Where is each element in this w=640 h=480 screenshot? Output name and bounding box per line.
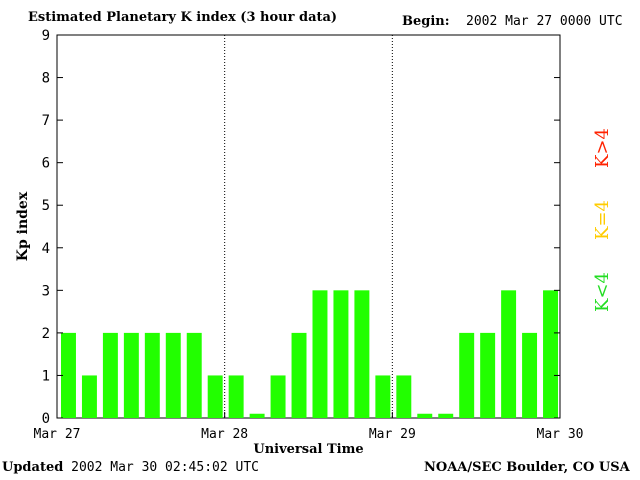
y-tick-label: 2 xyxy=(42,326,50,342)
y-tick-label: 3 xyxy=(42,283,50,299)
kp-bar xyxy=(186,332,202,418)
kp-bar xyxy=(417,413,433,418)
kp-bar xyxy=(123,332,139,418)
updated-label: Updated xyxy=(2,460,64,475)
y-tick-label: 8 xyxy=(42,71,50,87)
legend-low-label: K<4 xyxy=(592,272,613,312)
legend-high-label: K>4 xyxy=(592,128,613,168)
begin-label: Begin: xyxy=(402,14,450,29)
x-tick-label: Mar 28 xyxy=(201,427,248,442)
x-tick-label: Mar 30 xyxy=(537,427,584,442)
kp-bar xyxy=(165,332,181,418)
x-axis-label: Universal Time xyxy=(253,442,363,457)
kp-bar xyxy=(270,375,286,418)
kp-bar xyxy=(61,332,76,418)
kp-bar xyxy=(396,375,412,418)
kp-bar xyxy=(459,332,475,418)
y-tick-label: 1 xyxy=(42,368,50,384)
kp-bar xyxy=(480,332,496,418)
y-tick-label: 7 xyxy=(42,113,50,129)
y-axis-label: Kp index xyxy=(15,191,31,261)
begin-value: 2002 Mar 27 0000 UTC xyxy=(466,14,623,29)
kp-bar xyxy=(543,290,558,418)
x-tick-label: Mar 29 xyxy=(369,427,416,442)
kp-bar xyxy=(81,375,97,418)
kp-bar xyxy=(102,332,118,418)
y-tick-label: 4 xyxy=(42,241,50,257)
kp-bar xyxy=(438,413,454,418)
kp-bar xyxy=(144,332,160,418)
kp-bar xyxy=(207,375,223,418)
y-tick-label: 0 xyxy=(42,411,50,427)
x-tick-label: Mar 27 xyxy=(34,427,81,442)
legend-high: K>4 xyxy=(592,128,613,168)
kp-bar xyxy=(291,332,307,418)
kp-bar xyxy=(501,290,517,418)
updated-footer: Updated 2002 Mar 30 02:45:02 UTC xyxy=(2,460,259,475)
updated-value: 2002 Mar 30 02:45:02 UTC xyxy=(71,460,259,475)
kp-bar xyxy=(522,332,538,418)
kp-bar xyxy=(249,413,265,418)
source-footer: NOAA/SEC Boulder, CO USA xyxy=(424,460,630,475)
legend-mid: K=4 xyxy=(592,200,613,240)
y-tick-label: 6 xyxy=(42,156,50,172)
y-tick-label: 9 xyxy=(42,28,50,44)
kp-bar xyxy=(354,290,370,418)
chart-title: Estimated Planetary K index (3 hour data… xyxy=(28,10,338,25)
legend-mid-label: K=4 xyxy=(592,200,613,240)
y-tick-label: 5 xyxy=(42,198,50,214)
plot-frame xyxy=(56,34,561,419)
legend-low: K<4 xyxy=(592,272,613,312)
kp-bar xyxy=(375,375,391,418)
kp-bar xyxy=(228,375,244,418)
kp-bar xyxy=(312,290,328,418)
kp-bar xyxy=(333,290,349,418)
